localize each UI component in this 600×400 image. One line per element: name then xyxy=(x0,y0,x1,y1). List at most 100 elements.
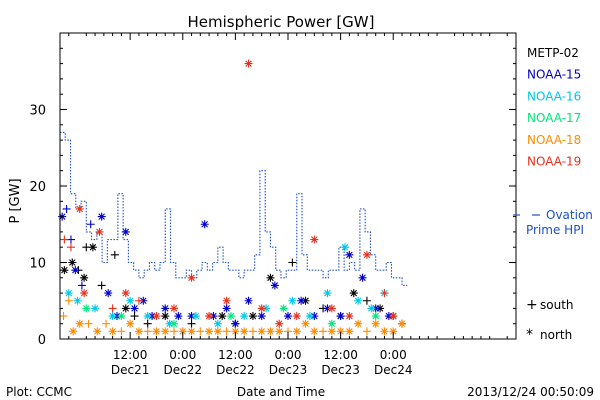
data-point-north xyxy=(161,312,170,321)
legend-entry-noaa-17: NOAA-17 xyxy=(527,111,581,125)
data-point-north xyxy=(80,289,89,298)
y-tick-label: 0 xyxy=(38,333,46,348)
data-point-south xyxy=(134,296,143,305)
data-point-north xyxy=(345,312,354,321)
data-point-north xyxy=(191,312,200,321)
data-point-north xyxy=(227,312,235,321)
data-point-north xyxy=(354,296,363,305)
data-point-north xyxy=(248,312,257,321)
data-point-north xyxy=(279,304,288,313)
data-point-north xyxy=(275,327,284,336)
data-point-north xyxy=(398,319,406,328)
data-point-north xyxy=(371,319,380,328)
data-point-south xyxy=(362,327,371,336)
data-point-north xyxy=(266,327,275,336)
data-point-north xyxy=(161,304,170,313)
x-tick-label-date: Dec21 xyxy=(111,363,150,377)
data-point-north xyxy=(327,327,336,336)
data-point-south xyxy=(84,319,93,328)
data-point-north xyxy=(358,273,367,282)
legend-entry-metp-02: METP-02 xyxy=(527,46,579,60)
data-point-south xyxy=(380,289,389,298)
data-point-north xyxy=(327,304,336,313)
data-point-north xyxy=(262,304,271,313)
legend-entry-noaa-19: NOAA-19 xyxy=(527,155,581,169)
x-tick-label-date: Dec24 xyxy=(374,363,413,377)
data-point-north xyxy=(297,296,306,305)
data-point-north xyxy=(88,243,97,252)
data-point-north xyxy=(205,327,214,336)
series-noaa-16 xyxy=(64,243,389,328)
data-point-north xyxy=(327,319,336,328)
data-point-north xyxy=(95,227,104,236)
data-point-north xyxy=(71,266,80,275)
legend-entry-noaa-16: NOAA-16 xyxy=(527,89,581,103)
data-point-north xyxy=(310,235,319,244)
data-point-north xyxy=(336,327,345,336)
data-point-south xyxy=(60,235,69,244)
series-noaa-19 xyxy=(60,59,398,328)
x-tick-label-time: 12:00 xyxy=(218,348,253,362)
data-point-south xyxy=(222,327,231,336)
data-point-north xyxy=(104,289,113,298)
ovation-legend-label: Ovation xyxy=(546,208,593,222)
data-point-north xyxy=(170,319,178,328)
x-tick-label-date: Dec23 xyxy=(269,363,308,377)
data-point-north xyxy=(187,273,196,282)
data-point-south xyxy=(319,327,328,336)
data-point-north xyxy=(367,304,376,313)
data-point-north xyxy=(161,327,170,336)
data-point-north xyxy=(231,327,240,336)
data-point-north xyxy=(231,319,240,328)
data-point-north xyxy=(69,327,78,336)
data-point-south xyxy=(143,319,152,328)
data-point-north xyxy=(97,212,106,221)
data-point-north xyxy=(139,296,148,305)
data-point-north xyxy=(244,59,253,68)
x-axis-label: Date and Time xyxy=(237,385,325,399)
data-point-north xyxy=(213,319,222,328)
data-point-north xyxy=(134,327,143,336)
y-tick-label: 30 xyxy=(29,104,46,119)
data-point-north xyxy=(371,304,380,313)
data-point-south xyxy=(130,312,139,321)
data-point-north xyxy=(284,312,292,321)
data-point-north xyxy=(323,304,332,313)
data-point-north xyxy=(222,296,231,305)
data-point-north xyxy=(75,319,84,328)
data-point-north xyxy=(310,327,319,336)
x-tick-label-time: 12:00 xyxy=(113,348,148,362)
data-point-south xyxy=(62,204,71,213)
data-point-north xyxy=(292,327,301,336)
data-point-north xyxy=(310,312,319,321)
series-noaa-15 xyxy=(58,204,393,328)
series-noaa-18 xyxy=(59,296,406,336)
x-tick-label-date: Dec22 xyxy=(164,363,203,377)
data-point-north xyxy=(257,327,266,336)
data-point-north xyxy=(64,289,73,298)
data-point-north xyxy=(126,296,135,305)
data-point-north xyxy=(288,296,297,305)
data-point-north xyxy=(257,304,266,313)
data-point-south xyxy=(117,327,126,336)
satellite-data-points xyxy=(58,59,406,336)
ovation-step-line xyxy=(60,131,408,286)
data-point-south xyxy=(66,243,75,252)
x-tick-label-date: Dec23 xyxy=(321,363,360,377)
data-point-south xyxy=(59,312,68,321)
data-point-north xyxy=(266,273,275,282)
x-tick-label-time: 0:00 xyxy=(169,348,196,362)
data-point-north xyxy=(213,327,222,336)
data-point-north xyxy=(178,327,187,336)
marker-legend-symbol-south: + xyxy=(526,297,538,313)
data-point-north xyxy=(389,312,398,321)
data-point-north xyxy=(60,266,69,275)
data-point-north xyxy=(362,250,371,259)
data-point-south xyxy=(170,327,178,336)
data-point-north xyxy=(93,327,102,336)
data-point-north xyxy=(354,319,363,328)
data-point-north xyxy=(165,319,174,328)
data-point-south xyxy=(86,220,95,229)
data-point-south xyxy=(102,319,111,328)
data-point-north xyxy=(345,250,354,259)
